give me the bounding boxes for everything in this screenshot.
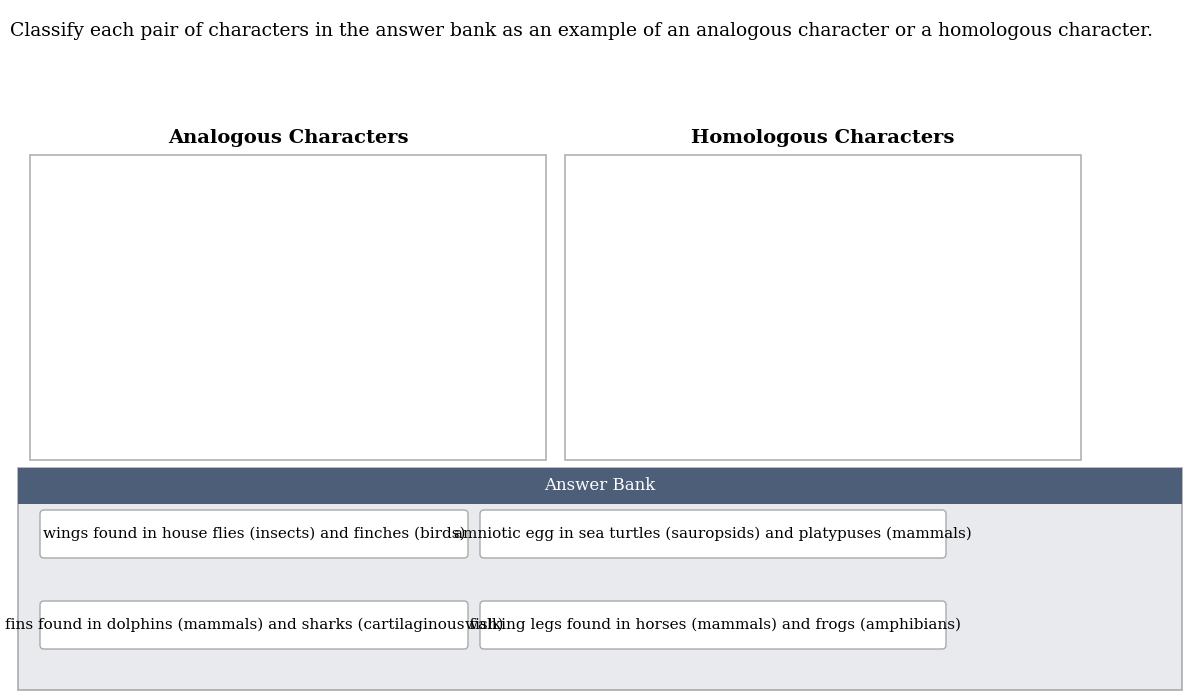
FancyBboxPatch shape xyxy=(480,510,946,558)
Text: Analogous Characters: Analogous Characters xyxy=(168,129,408,147)
Text: walking legs found in horses (mammals) and frogs (amphibians): walking legs found in horses (mammals) a… xyxy=(466,618,961,632)
FancyBboxPatch shape xyxy=(480,601,946,649)
Text: Classify each pair of characters in the answer bank as an example of an analogou: Classify each pair of characters in the … xyxy=(10,22,1153,40)
Text: Homologous Characters: Homologous Characters xyxy=(691,129,955,147)
FancyBboxPatch shape xyxy=(30,155,546,460)
FancyBboxPatch shape xyxy=(565,155,1081,460)
Text: amniotic egg in sea turtles (sauropsids) and platypuses (mammals): amniotic egg in sea turtles (sauropsids)… xyxy=(454,527,972,541)
FancyBboxPatch shape xyxy=(18,468,1182,690)
Text: fins found in dolphins (mammals) and sharks (cartilaginous fish): fins found in dolphins (mammals) and sha… xyxy=(5,618,503,632)
FancyBboxPatch shape xyxy=(40,601,468,649)
FancyBboxPatch shape xyxy=(18,468,1182,504)
Text: wings found in house flies (insects) and finches (birds): wings found in house flies (insects) and… xyxy=(43,527,466,541)
FancyBboxPatch shape xyxy=(40,510,468,558)
Text: Answer Bank: Answer Bank xyxy=(545,477,655,494)
